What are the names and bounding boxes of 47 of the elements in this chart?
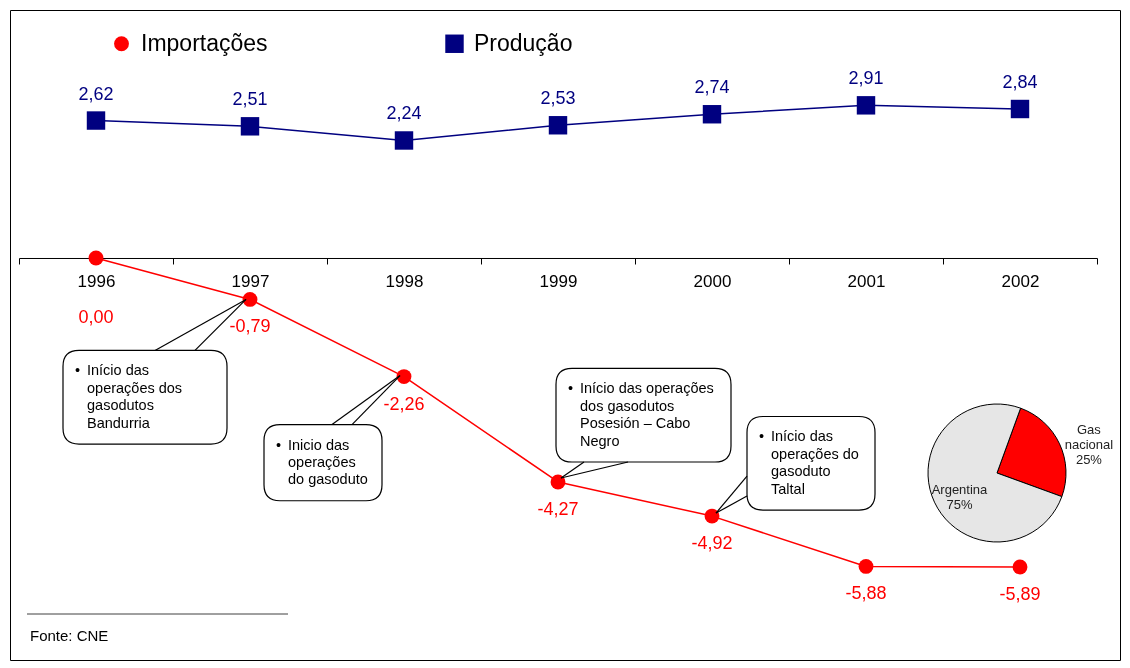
- point: [548, 116, 568, 135]
- slice-label: Gas nacional: [1064, 422, 1114, 453]
- data-label: 2,84: [1002, 72, 1038, 92]
- x-tick-label: 2002: [1001, 272, 1040, 292]
- data-label: 2,51: [232, 89, 268, 110]
- point: [702, 105, 722, 124]
- data-label: 0,00: [78, 306, 114, 327]
- point: [1012, 559, 1028, 575]
- x-tick-label: 1998: [385, 272, 424, 292]
- data-label: 2,24: [386, 103, 422, 124]
- data-label: -2,26: [383, 393, 425, 414]
- annotation: • Inicio das operações do gasoduto: [276, 436, 368, 488]
- data-label: -5,88: [845, 583, 887, 604]
- x-tick-label: 2001: [847, 272, 886, 292]
- point: [242, 292, 258, 307]
- x-tick-label: 1996: [77, 272, 116, 292]
- point: [856, 96, 876, 115]
- slice-label: Argentina: [931, 482, 989, 498]
- annotation: • Início das operações dos gasodutos Bandurria: [75, 362, 183, 431]
- data-label: 75%: [946, 497, 973, 513]
- data-label: 25%: [1075, 452, 1103, 468]
- point: [858, 559, 874, 574]
- point: [394, 131, 414, 150]
- annotation: • Início das operações dos gasodutos Posesión – Cabo Negro: [568, 380, 714, 449]
- data-label: -4,92: [691, 533, 733, 554]
- data-label: 2,91: [848, 68, 884, 89]
- point: [86, 111, 106, 130]
- data-label: 2,62: [78, 83, 114, 104]
- x-tick-label: 1999: [539, 272, 578, 292]
- legend-label: Importações: [141, 29, 268, 56]
- legend-label: Produção: [474, 29, 573, 56]
- data-label: 2,53: [540, 88, 576, 109]
- x-tick-label: 1997: [231, 272, 270, 292]
- point: [88, 250, 104, 266]
- data-label: -0,79: [229, 316, 271, 337]
- x-tick-label: 2000: [693, 272, 732, 292]
- point: [1010, 99, 1030, 119]
- point: [240, 117, 260, 136]
- source-note: Fonte: CNE: [30, 627, 109, 644]
- point: [704, 508, 720, 524]
- annotation: • Início das operações do gasoduto Taltal: [759, 428, 859, 497]
- pie-slice: [927, 403, 1063, 543]
- data-label: -5,89: [999, 583, 1041, 604]
- data-label: -4,27: [537, 498, 579, 519]
- point: [550, 474, 566, 490]
- point: [396, 369, 412, 384]
- data-label: 2,74: [694, 77, 730, 98]
